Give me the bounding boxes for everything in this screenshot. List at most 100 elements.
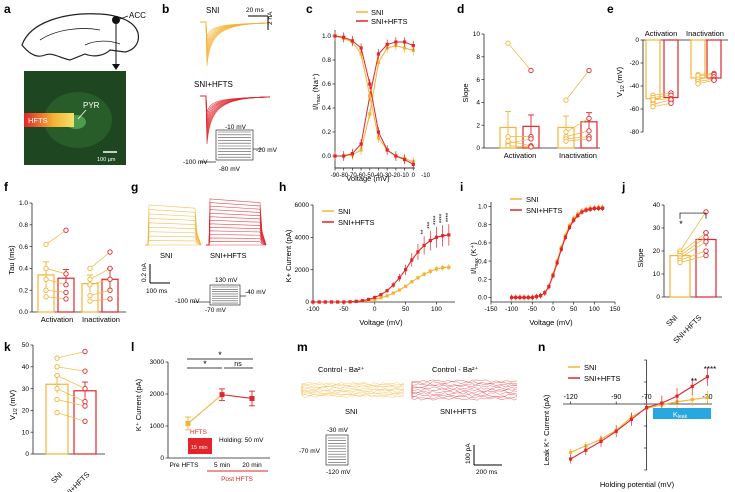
j-sig-bracket — [679, 212, 707, 219]
f-act-pair-line — [45, 289, 67, 293]
c-y-tick-label: 0.4 — [322, 105, 331, 112]
panel-m: Control - Ba²⁺ Control - Ba²⁺ SNI SNI+HF… — [299, 365, 518, 476]
f-inact-point-b — [107, 276, 113, 282]
n-star-2: **** — [704, 365, 716, 374]
c-x-tick-label: -20 — [392, 173, 401, 179]
leak-trace — [411, 381, 518, 390]
d-act-point-a — [505, 138, 511, 144]
l-cat-pre: Pre HFTS — [170, 462, 200, 469]
i-sni-line — [511, 206, 603, 299]
g-scale-time: 100 ms — [146, 288, 168, 295]
c-xlabel: Voltage (mV) — [346, 174, 390, 183]
l-sig-5-20: ns — [234, 361, 242, 368]
j-y-tick-label: 20 — [653, 248, 661, 255]
k-pair-line — [56, 399, 86, 407]
leak-trace — [301, 388, 405, 392]
e-y-tick-label: 0 — [635, 37, 639, 44]
h-sni-point — [441, 266, 445, 270]
c-sni-hfts-point — [333, 154, 337, 158]
h-sni-hfts-point — [311, 300, 315, 304]
d-inact-pair-line — [565, 118, 590, 133]
leak-trace — [411, 386, 518, 390]
leak-trace — [301, 390, 405, 398]
j-y-tick-label: 30 — [653, 225, 661, 232]
n-ylabel: Leak K⁺ Current (pA) — [542, 394, 551, 465]
k-current-trace — [206, 241, 267, 246]
h-x-tick-label: 0 — [373, 306, 377, 313]
d-inact-point-b — [586, 67, 592, 74]
i-x-tick-label: 0 — [551, 306, 555, 313]
k-pair-line — [56, 375, 86, 389]
e-inact-point-b — [711, 77, 717, 83]
h-sni-point — [434, 267, 439, 271]
k-point-b — [82, 368, 88, 374]
f-cat-activation: Activation — [41, 315, 74, 324]
e-chart: 0 -20 -40 -60 -80 — [630, 37, 728, 136]
k-y-tick-label: 50 — [22, 342, 30, 349]
h-ylabel: K+ Current (pA) — [284, 229, 293, 282]
n-sni-hfts-point — [584, 448, 588, 452]
m-v-minus30: -30 mV — [327, 427, 349, 434]
leak-trace — [301, 385, 405, 390]
k-point-a — [54, 396, 60, 403]
n-legend-sni-hfts: SNI+HFTS — [584, 374, 620, 383]
f-inact-point-a — [87, 265, 93, 272]
j-point-b — [703, 239, 709, 245]
n-kleak-label: Kleak — [673, 410, 688, 420]
f-inact-point-b — [107, 296, 113, 302]
i-x-tick-label: -100 — [505, 306, 518, 313]
l-line-pre — [187, 394, 223, 424]
leak-trace — [411, 390, 518, 397]
d-act-point-a — [505, 143, 511, 149]
panel-label-m: m — [297, 340, 308, 354]
d-inact-point-b — [586, 136, 592, 142]
f-chart: 0.0 0.2 0.4 0.6 0.8 1.0 — [19, 200, 126, 316]
j-y-tick-label: 0 — [656, 294, 660, 301]
f-y-tick-label: 0.6 — [19, 244, 28, 251]
c-sni-point — [359, 148, 363, 152]
f-act-point-b — [63, 289, 69, 296]
j-point-b — [703, 229, 709, 236]
b-v-minus80: -80 mV — [219, 166, 241, 173]
j-cat-sni: SNI — [664, 313, 679, 328]
e-act-pair-line — [652, 98, 672, 101]
k-point-a — [54, 364, 60, 370]
f-inact-point-b — [107, 265, 113, 272]
i-sni-hfts-point — [514, 295, 518, 300]
i-sni-hfts-point — [530, 295, 534, 300]
c-x-tick-label: -30 — [383, 173, 392, 179]
d-inact-point-a — [563, 97, 569, 103]
h-sni-hfts-point — [410, 258, 414, 262]
k-pair-line — [56, 366, 86, 372]
k-point-a — [54, 372, 60, 379]
panel-label-a: a — [4, 2, 11, 16]
g-v-minus40: -40 mV — [245, 289, 267, 296]
n-sni-hfts-point — [569, 457, 573, 461]
d-inact-point-a — [563, 138, 569, 144]
e-y-tick-label: -60 — [630, 106, 640, 113]
c-x-tick-label: -40 — [374, 173, 383, 179]
f-ylabel: Tau (ms) — [7, 245, 16, 275]
c-sni-hfts-point — [350, 152, 354, 156]
l-point — [219, 392, 225, 398]
i-sni-hfts-point — [572, 218, 576, 222]
l-hfts-box — [188, 438, 212, 454]
f-act-point-a — [43, 276, 49, 282]
j-pair-line — [679, 241, 707, 259]
i-y-tick-label: 0.4 — [478, 258, 487, 265]
h-sni-hfts-point — [348, 300, 352, 304]
panel-l: 0 1000 2000 3000 K⁺ Current (pA) HFTS 15 mi… — [134, 350, 270, 483]
h-sni-hfts-point — [428, 238, 432, 243]
c-legend-sni-hfts: SNI+HFTS — [371, 17, 407, 26]
scale-bar-label: 100 µm — [97, 157, 116, 163]
f-inact-point-b — [107, 249, 113, 255]
k-sni-bar — [45, 383, 69, 455]
leak-trace — [301, 390, 405, 396]
n-legend-sni: SNI — [584, 363, 597, 372]
e-act-point-a — [650, 97, 656, 103]
b-traces-sni — [200, 21, 271, 67]
b-v-minus100: -100 mV — [183, 159, 208, 166]
j-y-tick-label: 10 — [653, 271, 661, 278]
l-sig-pre-20: * — [218, 350, 222, 360]
acc-marker — [112, 16, 120, 24]
